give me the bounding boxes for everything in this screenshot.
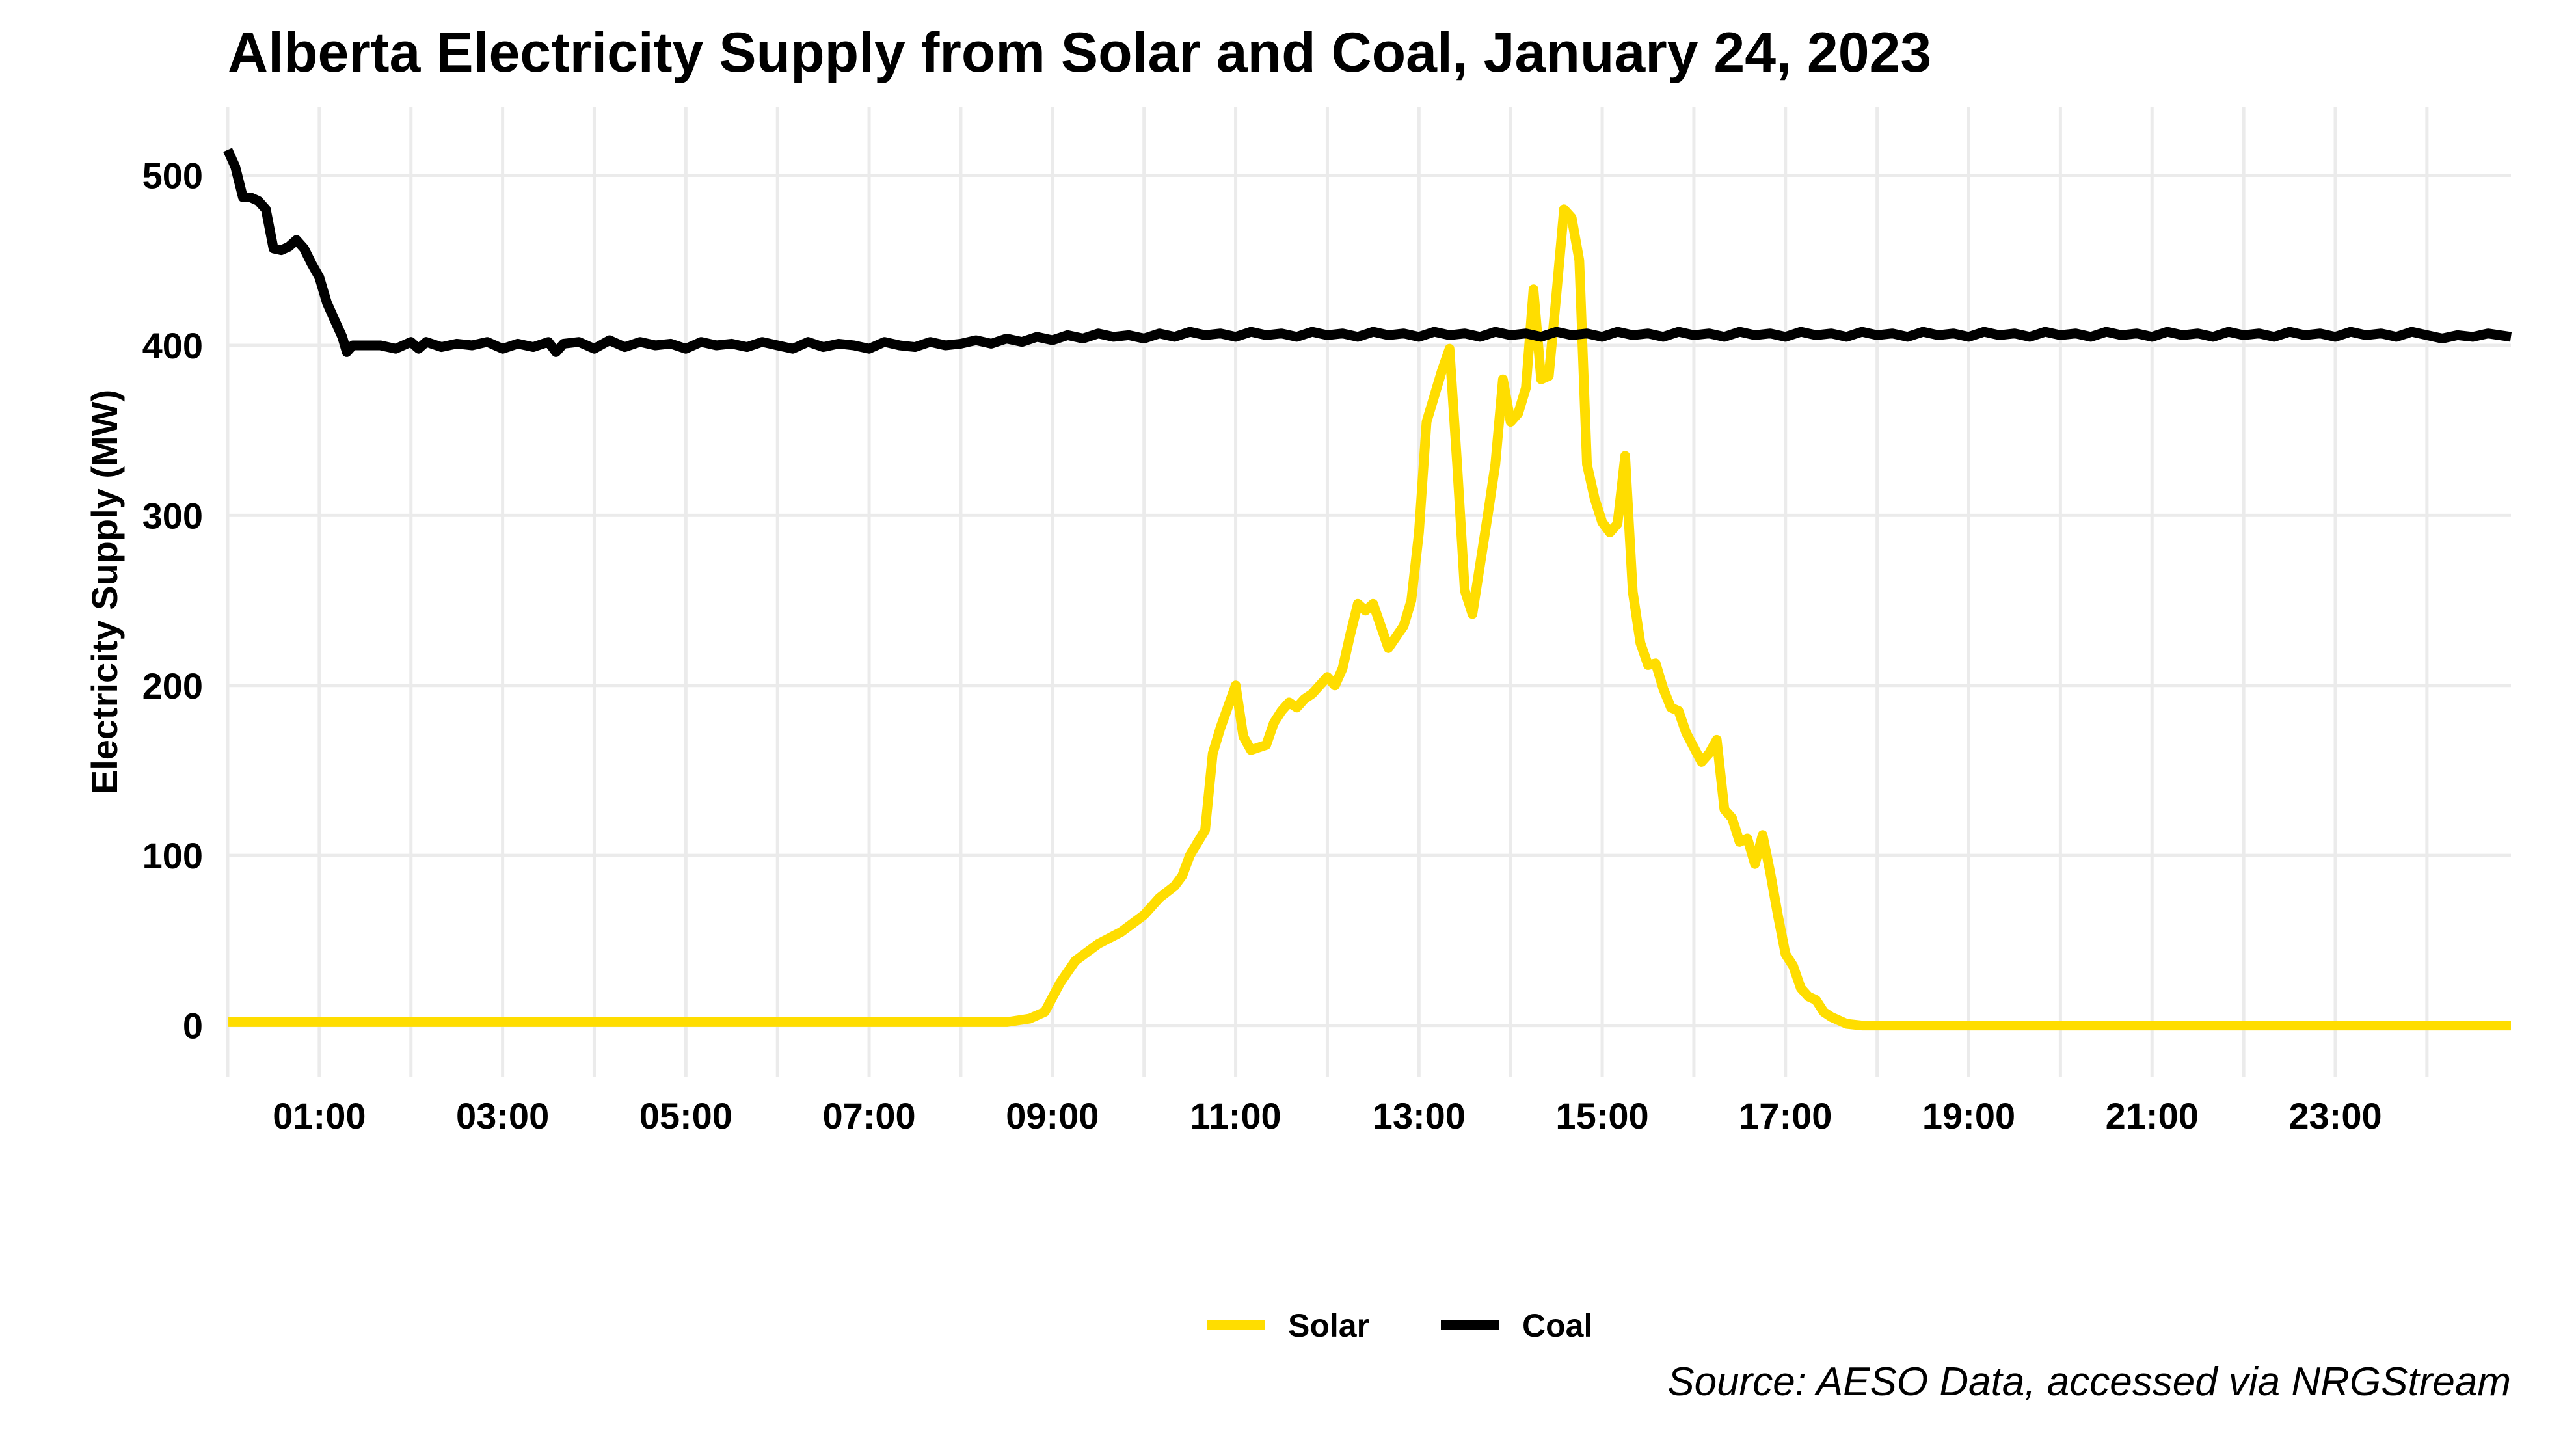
x-tick-label: 09:00 <box>1006 1095 1099 1136</box>
x-tick-label: 05:00 <box>639 1095 732 1136</box>
x-tick-label: 13:00 <box>1373 1095 1466 1136</box>
legend-label-solar: Solar <box>1288 1307 1369 1344</box>
grid <box>226 107 2511 1077</box>
y-tick-label: 100 <box>142 835 203 876</box>
y-tick-label: 400 <box>142 325 203 366</box>
x-tick-label: 17:00 <box>1739 1095 1832 1136</box>
x-axis-ticks: 01:00 03:00 05:00 07:00 09:00 11:00 13:00 15:00… <box>273 1095 2381 1136</box>
y-axis-label: Electricity Supply (MW) <box>84 390 125 794</box>
legend: Solar Coal <box>1207 1307 1592 1344</box>
x-tick-label: 07:00 <box>822 1095 915 1136</box>
x-tick-label: 01:00 <box>273 1095 366 1136</box>
series-lines <box>223 148 2512 1031</box>
x-tick-label: 21:00 <box>2106 1095 2199 1136</box>
series-line-coal <box>223 148 2512 357</box>
x-tick-label: 15:00 <box>1555 1095 1648 1136</box>
y-tick-label: 0 <box>183 1006 203 1047</box>
y-tick-label: 200 <box>142 665 203 706</box>
chart-title: Alberta Electricity Supply from Solar an… <box>228 21 1931 84</box>
y-tick-label: 500 <box>142 155 203 196</box>
y-axis-ticks: 0 100 200 300 400 500 <box>142 155 203 1047</box>
y-tick-label: 300 <box>142 495 203 536</box>
x-tick-label: 11:00 <box>1190 1095 1281 1136</box>
x-tick-label: 03:00 <box>456 1095 549 1136</box>
chart-caption: Source: AESO Data, accessed via NRGStrea… <box>1667 1359 2511 1404</box>
legend-label-coal: Coal <box>1522 1307 1592 1344</box>
x-tick-label: 23:00 <box>2288 1095 2381 1136</box>
x-tick-label: 19:00 <box>1922 1095 2015 1136</box>
series-line-solar <box>228 204 2511 1031</box>
